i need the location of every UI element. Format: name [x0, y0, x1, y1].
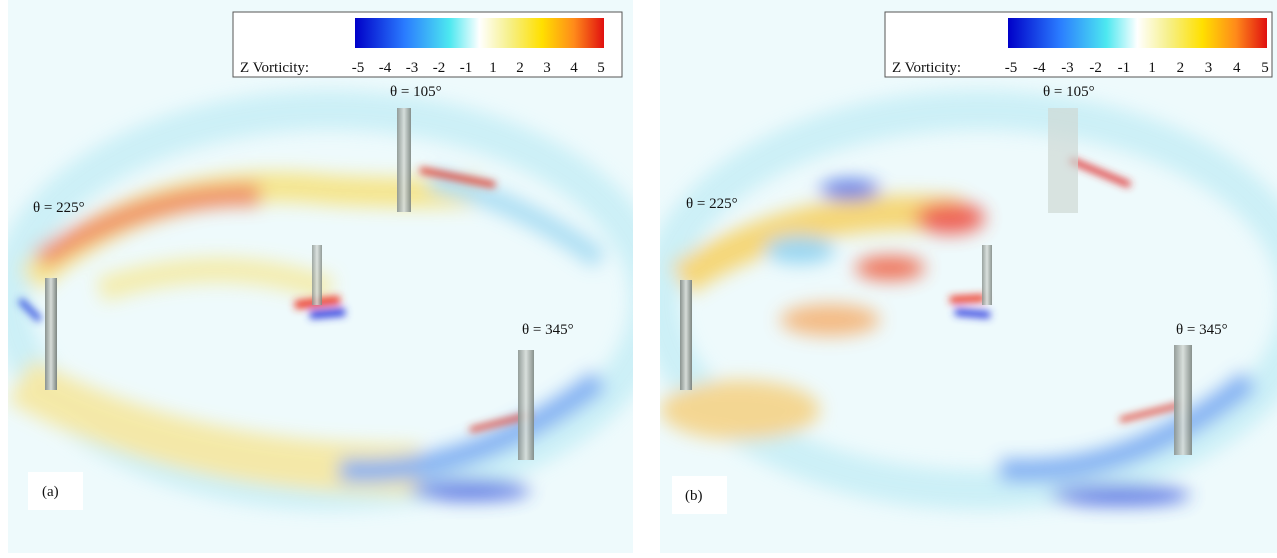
colorbar-label: Z Vorticity: [892, 60, 961, 76]
colorbar-tick-label: -3 [1061, 60, 1074, 76]
angle-label: θ = 225° [33, 200, 85, 216]
figure: Z Vorticity: -5 -4 -3 -2 -1 1 2 3 4 5 Z Vorticity… [0, 0, 1277, 553]
colorbar-tick-label: 2 [516, 60, 524, 76]
colorbar-tick-label: -2 [1089, 60, 1102, 76]
colorbar: Z Vorticity: -5 -4 -3 -2 -1 1 2 3 4 5 [233, 12, 622, 77]
colorbar-tick-label: 1 [489, 60, 497, 76]
colorbar-tick-label: 3 [1205, 60, 1213, 76]
angle-label: θ = 225° [686, 196, 738, 212]
colorbar-tick-label: -4 [1033, 60, 1046, 76]
colorbar-tick-label: -1 [460, 60, 473, 76]
colorbar-tick-label: -4 [379, 60, 392, 76]
panel-label: (a) [42, 484, 59, 500]
colorbar-tick-label: -3 [406, 60, 419, 76]
angle-label: θ = 345° [1176, 322, 1228, 338]
vorticity-field [660, 0, 1277, 553]
colorbar-tick-label: -2 [433, 60, 446, 76]
colorbar-tick-label: 1 [1148, 60, 1156, 76]
panel-label: (b) [685, 488, 703, 504]
colorbar: Z Vorticity: -5 -4 -3 -2 -1 1 2 3 4 5 [885, 12, 1272, 77]
colorbar-tick-label: 4 [570, 60, 578, 76]
colorbar-tick-label: -5 [352, 60, 365, 76]
colorbar-tick-label: -1 [1118, 60, 1131, 76]
angle-label: θ = 345° [522, 322, 574, 338]
colorbar-tick-label: 4 [1233, 60, 1241, 76]
colorbar-tick-label: 3 [543, 60, 551, 76]
colorbar-tick-label: 5 [1261, 60, 1269, 76]
colorbar-tick-label: -5 [1005, 60, 1018, 76]
colorbar-tick-label: 5 [597, 60, 605, 76]
colorbar-label: Z Vorticity: [240, 60, 309, 76]
angle-label: θ = 105° [390, 84, 442, 100]
angle-label: θ = 105° [1043, 84, 1095, 100]
page: {"panels": [ {"colorbar": {"label": "Z V… [0, 0, 1277, 553]
colorbar-tick-label: 2 [1177, 60, 1185, 76]
vorticity-field [8, 0, 650, 553]
